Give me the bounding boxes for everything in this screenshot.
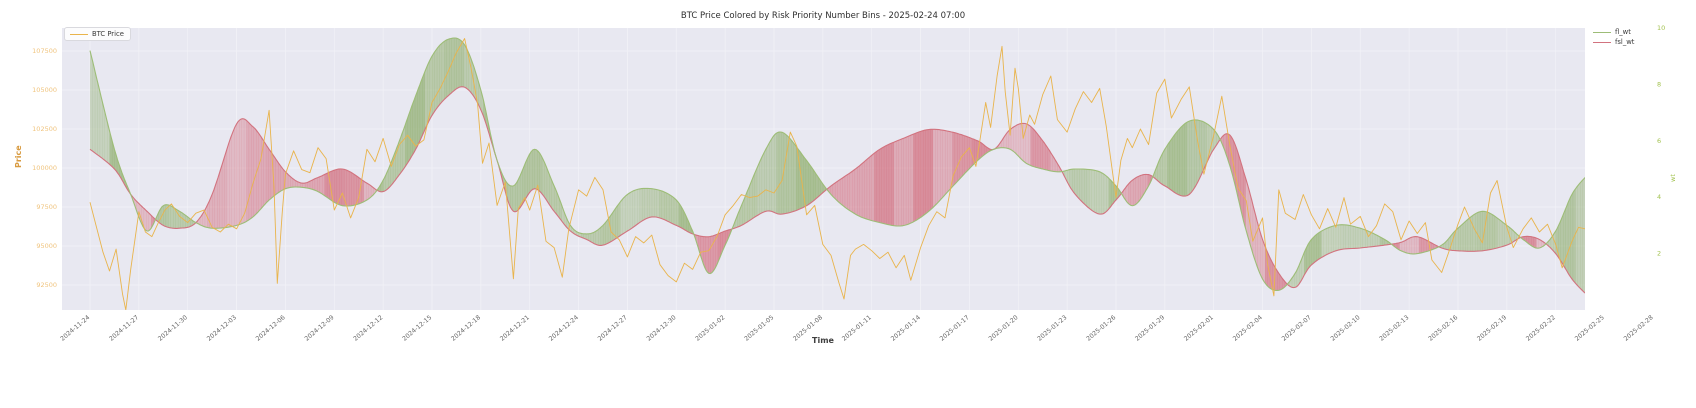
y-axis-label-wt: wt xyxy=(1669,174,1677,182)
svg-text:10: 10 xyxy=(1657,24,1665,32)
svg-text:92500: 92500 xyxy=(36,281,57,289)
svg-text:105000: 105000 xyxy=(32,86,57,94)
btc-price-legend-label: BTC Price xyxy=(92,30,124,38)
svg-text:8: 8 xyxy=(1657,80,1661,88)
legend-weights: fl_wt fsl_wt xyxy=(1590,27,1638,47)
weight-curves xyxy=(89,37,1585,294)
svg-text:100000: 100000 xyxy=(32,164,57,172)
fsl-wt-curve xyxy=(89,86,1585,294)
fl-wt-line-swatch xyxy=(1593,31,1611,33)
risk-bin-fills xyxy=(90,38,1585,293)
svg-text:95000: 95000 xyxy=(36,242,57,250)
y-left-tick-labels: 107500 105000 102500 100000 97500 95000 92500 xyxy=(32,47,57,289)
legend-btc-price: BTC Price xyxy=(64,27,131,41)
fl-wt-legend-label: fl_wt xyxy=(1615,28,1631,36)
y-axis-label-price: Price xyxy=(14,145,23,168)
x-axis-label-time: Time xyxy=(812,336,834,345)
legend-row-fl-wt: fl_wt xyxy=(1593,28,1634,36)
svg-text:107500: 107500 xyxy=(32,47,57,55)
fsl-wt-line-swatch xyxy=(1593,41,1611,43)
svg-text:4: 4 xyxy=(1657,193,1661,201)
svg-text:2: 2 xyxy=(1657,250,1661,258)
btc-price-line xyxy=(89,38,1585,310)
fsl-wt-legend-label: fsl_wt xyxy=(1615,38,1635,46)
y-right-tick-labels: 10 8 6 4 2 xyxy=(1657,24,1665,258)
legend-row-fsl-wt: fsl_wt xyxy=(1593,38,1634,46)
chart-title: BTC Price Colored by Risk Priority Numbe… xyxy=(680,11,966,21)
btc-price-line-swatch xyxy=(70,33,88,35)
gridlines xyxy=(62,28,1585,310)
svg-text:102500: 102500 xyxy=(32,125,57,133)
svg-text:97500: 97500 xyxy=(36,203,57,211)
svg-text:6: 6 xyxy=(1657,137,1661,145)
fl-wt-curve xyxy=(89,37,1585,291)
